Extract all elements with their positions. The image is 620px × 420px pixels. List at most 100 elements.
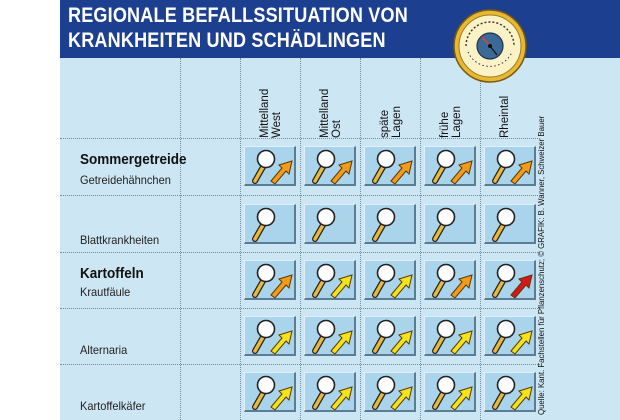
cell-spaete-lagen [364, 260, 416, 300]
row-label: Alternaria [80, 343, 128, 357]
cell-fruehe-lagen [424, 146, 476, 186]
cell-graphic [252, 375, 293, 411]
magnifier-icon [252, 319, 276, 354]
cell-graphic [312, 375, 353, 411]
magnifier-icon [312, 149, 336, 184]
trend-arrow-icon [270, 330, 293, 355]
cell-graphic [372, 207, 396, 242]
cell-mittelland-ost [304, 372, 356, 412]
cell-mittelland-ost [304, 204, 356, 244]
grid-line-horizontal [60, 252, 540, 253]
cell-mittelland-west [244, 260, 296, 300]
magnifier-icon [432, 263, 456, 298]
cell-spaete-lagen [364, 204, 416, 244]
cell-fruehe-lagen [424, 204, 476, 244]
cell-graphic [492, 149, 533, 185]
group-title: Sommergetreide [80, 151, 187, 168]
cell-graphic [492, 319, 533, 355]
column-header-mittelland-west: Mittelland West [259, 58, 284, 138]
trend-arrow-icon [390, 386, 413, 411]
magnifier-icon [492, 375, 516, 410]
cell-graphic [372, 149, 413, 185]
cell-graphic [252, 149, 293, 185]
trend-arrow-icon [510, 386, 533, 411]
grid-line-vertical [360, 58, 361, 420]
magnifier-icon [372, 207, 396, 242]
cell-spaete-lagen [364, 316, 416, 356]
grid-line-vertical [480, 58, 481, 420]
column-header-line1: Mittelland [259, 88, 271, 138]
cell-graphic [252, 319, 293, 355]
magnifier-icon [252, 375, 276, 410]
cell-graphic [492, 207, 516, 242]
magnifier-icon [492, 319, 516, 354]
cell-graphic [432, 319, 473, 355]
trend-arrow-icon [270, 274, 293, 299]
cell-fruehe-lagen [424, 260, 476, 300]
source-credit-text: Quelle: Kant. Fachstellen für Pflanzensc… [536, 115, 546, 415]
header-bar: REGIONALE BEFALLSSITUATION VON KRANKHEIT… [60, 0, 620, 58]
column-header-line2: Ost [330, 120, 343, 138]
cell-graphic [432, 375, 473, 411]
trend-arrow-icon [450, 160, 473, 185]
magnifier-icon [252, 263, 276, 298]
cell-spaete-lagen [364, 146, 416, 186]
row-label: Blattkrankheiten [80, 233, 160, 247]
grid-line-vertical [420, 58, 421, 420]
title-line-2: KRANKHEITEN UND SCHÄDLINGEN [68, 29, 386, 52]
source-credit: Quelle: Kant. Fachstellen für Pflanzensc… [532, 116, 550, 420]
trend-arrow-icon [450, 386, 473, 411]
cell-rheintal [484, 260, 536, 300]
magnifier-icon [312, 319, 336, 354]
cell-spaete-lagen [364, 372, 416, 412]
trend-arrow-icon [330, 330, 353, 355]
cell-graphic [312, 263, 353, 299]
magnifier-icon [252, 149, 276, 184]
cell-graphic [252, 263, 293, 299]
cell-rheintal [484, 316, 536, 356]
cell-mittelland-west [244, 316, 296, 356]
cell-fruehe-lagen [424, 372, 476, 412]
cell-fruehe-lagen [424, 316, 476, 356]
cell-mittelland-west [244, 372, 296, 412]
cell-graphic [432, 149, 473, 185]
trend-arrow-icon [450, 330, 473, 355]
column-header-line2: Lagen [390, 106, 403, 138]
cell-mittelland-ost [304, 146, 356, 186]
matrix-panel: Mittelland West Mittelland Ost späte Lagen frü… [60, 58, 620, 420]
row-label: Kartoffelkäfer [80, 399, 146, 413]
magnifier-icon [372, 263, 396, 298]
cell-graphic [312, 319, 353, 355]
magnifier-icon [432, 149, 456, 184]
cell-mittelland-west [244, 204, 296, 244]
magnifier-icon [432, 319, 456, 354]
grid-line-horizontal [60, 138, 540, 139]
cell-graphic [252, 207, 276, 242]
trend-arrow-icon [330, 160, 353, 185]
cell-graphic [312, 149, 353, 185]
magnifier-icon [372, 149, 396, 184]
row-label: Getreidehähnchen [80, 173, 171, 187]
magnifier-icon [312, 207, 336, 242]
row-label: Krautfäule [80, 285, 131, 299]
cell-mittelland-ost [304, 316, 356, 356]
trend-arrow-icon [450, 274, 473, 299]
cell-graphic [492, 263, 533, 299]
cell-graphic [492, 375, 533, 411]
trend-arrow-icon [330, 274, 353, 299]
title-line-1: REGIONALE BEFALLSSITUATION VON [68, 4, 408, 27]
magnifier-icon [312, 375, 336, 410]
trend-arrow-icon [270, 386, 293, 411]
cell-graphic [372, 319, 413, 355]
cell-rheintal [484, 372, 536, 412]
column-header-spaete-lagen: späte Lagen [379, 58, 404, 138]
trend-arrow-icon [510, 160, 533, 185]
cell-graphic [312, 207, 336, 242]
magnifier-icon [372, 319, 396, 354]
group-title: Kartoffeln [80, 265, 144, 282]
column-header-mittelland-ost: Mittelland Ost [319, 58, 344, 138]
grid-line-horizontal [60, 364, 540, 365]
trend-arrow-icon [390, 274, 413, 299]
cell-graphic [432, 263, 473, 299]
cell-graphic [372, 375, 413, 411]
